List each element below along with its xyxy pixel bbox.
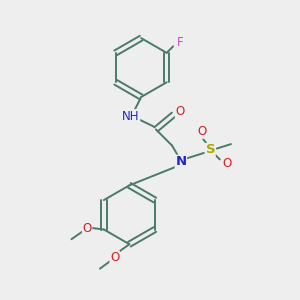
Text: O: O: [197, 125, 206, 138]
Text: O: O: [82, 221, 92, 235]
Text: O: O: [176, 105, 185, 118]
Text: O: O: [110, 251, 119, 264]
Text: F: F: [177, 36, 183, 49]
Text: NH: NH: [122, 110, 140, 123]
Text: N: N: [176, 155, 187, 168]
Text: S: S: [206, 143, 215, 157]
Text: O: O: [223, 157, 232, 170]
